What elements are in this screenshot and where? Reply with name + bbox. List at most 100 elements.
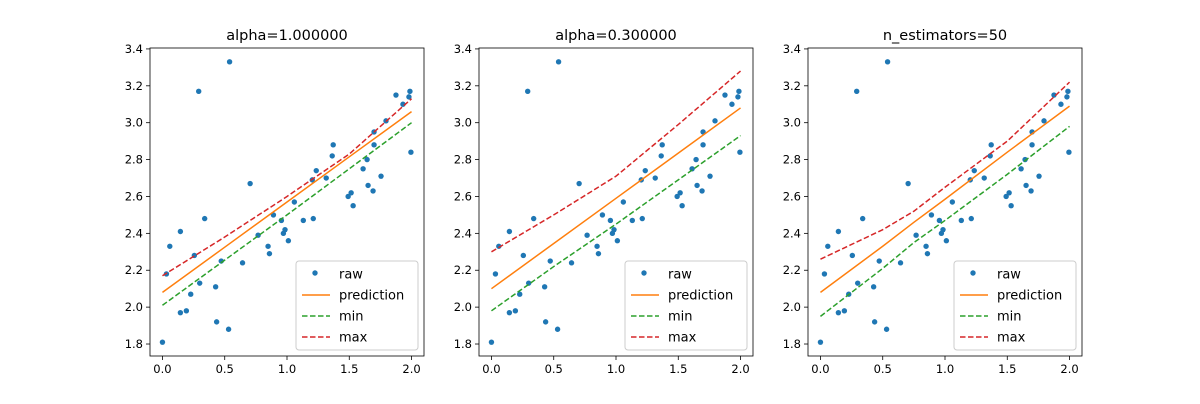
- raw-point: [949, 199, 956, 205]
- legend-label: prediction: [339, 289, 404, 304]
- raw-point: [677, 190, 683, 196]
- raw-point: [620, 199, 627, 205]
- raw-point: [835, 309, 842, 316]
- raw-point: [594, 243, 600, 249]
- raw-point: [167, 243, 173, 249]
- y-tick-label: 3.0: [783, 116, 801, 130]
- x-tick-label: 2.0: [1060, 362, 1078, 376]
- legend: raw prediction min max: [953, 260, 1077, 351]
- raw-point: [285, 238, 292, 244]
- x-tick-label: 0.0: [811, 362, 829, 376]
- max-line: [162, 98, 413, 277]
- raw-point: [554, 326, 561, 332]
- raw-point: [1022, 156, 1028, 163]
- y-tick-label: 1.8: [454, 337, 472, 351]
- raw-point: [971, 167, 977, 174]
- raw-point: [330, 142, 336, 148]
- raw-point: [913, 232, 919, 238]
- raw-point: [348, 190, 354, 196]
- raw-point: [936, 217, 943, 224]
- raw-point: [679, 202, 685, 209]
- min-line: [491, 134, 741, 312]
- raw-point: [1018, 166, 1024, 172]
- raw-point: [1041, 118, 1047, 124]
- raw-point: [266, 250, 273, 257]
- raw-point: [1003, 193, 1009, 200]
- raw-point: [1006, 190, 1012, 196]
- raw-point: [291, 199, 298, 205]
- chart-title: alpha=1.000000: [226, 28, 348, 44]
- raw-point: [345, 193, 351, 200]
- x-tick-label: 1.5: [669, 362, 687, 376]
- raw-point: [188, 291, 194, 297]
- raw-point: [958, 217, 965, 224]
- raw-point: [821, 271, 828, 277]
- raw-point: [737, 149, 743, 155]
- y-tick-label: 2.8: [454, 153, 472, 167]
- raw-point: [576, 180, 582, 187]
- raw-point: [195, 88, 202, 95]
- raw-point: [300, 217, 307, 224]
- raw-point: [897, 260, 904, 266]
- raw-point: [371, 142, 377, 148]
- raw-point: [871, 319, 878, 325]
- raw-point: [722, 92, 728, 98]
- raw-point: [825, 243, 831, 249]
- legend-box: [295, 260, 419, 351]
- raw-point: [239, 260, 246, 266]
- raw-point: [496, 243, 502, 249]
- raw-point: [1008, 202, 1014, 209]
- legend-label: max: [997, 331, 1026, 346]
- x-tick-label: 0.0: [482, 362, 500, 376]
- raw-point: [841, 308, 848, 314]
- raw-point: [520, 252, 527, 259]
- raw-point: [817, 339, 824, 345]
- subplot-2: alpha=0.300000 0.0 0.5 1.0 1.5 2.0 1.8 2.0 2.2 2.…: [454, 28, 754, 376]
- y-tick-label: 3.2: [783, 79, 801, 93]
- raw-point: [1064, 94, 1070, 100]
- y-tick-label: 3.4: [125, 42, 143, 56]
- raw-point: [883, 326, 890, 332]
- x-tick-label: 1.0: [607, 362, 625, 376]
- raw-point: [693, 156, 699, 163]
- raw-point: [607, 217, 614, 224]
- y-tick-label: 2.0: [783, 300, 801, 314]
- raw-point: [506, 228, 513, 235]
- raw-point: [595, 250, 602, 257]
- x-tick-label: 0.5: [216, 362, 234, 376]
- raw-point: [183, 308, 190, 314]
- raw-point: [159, 339, 166, 345]
- raw-point: [524, 88, 531, 95]
- raw-point: [364, 156, 370, 163]
- raw-point: [1036, 173, 1042, 179]
- raw-point: [247, 180, 253, 187]
- raw-point: [488, 339, 495, 345]
- raw-point: [1066, 149, 1072, 155]
- raw-point: [542, 319, 549, 325]
- y-tick-label: 2.2: [783, 263, 801, 277]
- raw-point: [694, 182, 700, 189]
- raw-point: [674, 193, 680, 200]
- raw-point: [407, 88, 413, 95]
- y-tick-label: 3.2: [454, 79, 472, 93]
- raw-point: [629, 217, 636, 224]
- raw-point: [378, 173, 384, 179]
- raw-point: [512, 308, 519, 314]
- raw-point: [408, 149, 414, 155]
- legend-marker-raw: [641, 270, 647, 276]
- y-tick-label: 2.4: [454, 226, 472, 240]
- raw-point: [988, 142, 994, 148]
- raw-point: [699, 188, 705, 194]
- raw-point: [923, 243, 929, 249]
- x-tick-label: 0.5: [545, 362, 563, 376]
- y-tick-label: 2.6: [783, 189, 801, 203]
- raw-point: [365, 182, 371, 189]
- raw-point: [924, 250, 931, 257]
- legend-label: min: [997, 310, 1022, 325]
- legend-marker-raw: [970, 270, 976, 276]
- raw-point: [530, 215, 537, 222]
- raw-point: [987, 153, 993, 159]
- raw-point: [905, 180, 911, 187]
- x-tick-label: 1.5: [998, 362, 1016, 376]
- y-tick-label: 2.2: [125, 263, 143, 277]
